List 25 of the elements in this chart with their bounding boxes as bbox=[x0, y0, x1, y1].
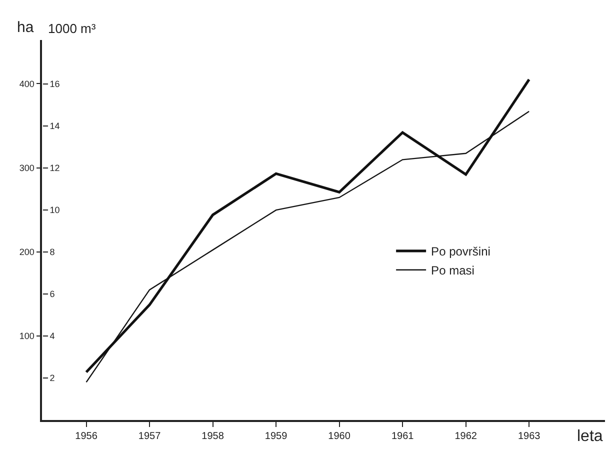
y2-tick-label: 16 bbox=[50, 79, 60, 90]
legend-label: Po površini bbox=[431, 244, 490, 259]
y-tick-label: 100 bbox=[19, 331, 34, 342]
y-tick-label: 300 bbox=[19, 162, 34, 173]
y2-axis-title: 1000 m³ bbox=[48, 21, 96, 36]
y2-tick-label: 14 bbox=[50, 121, 60, 132]
y2-tick-label: 2 bbox=[50, 373, 55, 384]
x-axis-title: leta bbox=[577, 428, 603, 445]
y2-tick-label: 4 bbox=[50, 331, 55, 342]
y2-tick-label: 10 bbox=[50, 205, 60, 216]
y2-tick-label: 6 bbox=[50, 289, 55, 300]
x-tick-label: 1963 bbox=[518, 430, 541, 442]
y-axis-title: ha bbox=[17, 19, 34, 36]
y-tick-label: 400 bbox=[19, 78, 34, 89]
x-tick-label: 1958 bbox=[202, 430, 224, 442]
x-tick-label: 1959 bbox=[264, 430, 288, 442]
y-tick-label: 200 bbox=[19, 247, 34, 258]
legend-label: Po masi bbox=[431, 264, 474, 278]
y2-tick-label: 8 bbox=[50, 247, 55, 258]
y2-tick-label: 12 bbox=[50, 163, 60, 174]
x-tick-label: 1957 bbox=[138, 430, 162, 442]
x-tick-label: 1960 bbox=[328, 430, 351, 442]
x-tick-label: 1961 bbox=[391, 430, 414, 442]
x-tick-label: 1956 bbox=[75, 430, 98, 442]
x-tick-label: 1962 bbox=[454, 430, 478, 442]
